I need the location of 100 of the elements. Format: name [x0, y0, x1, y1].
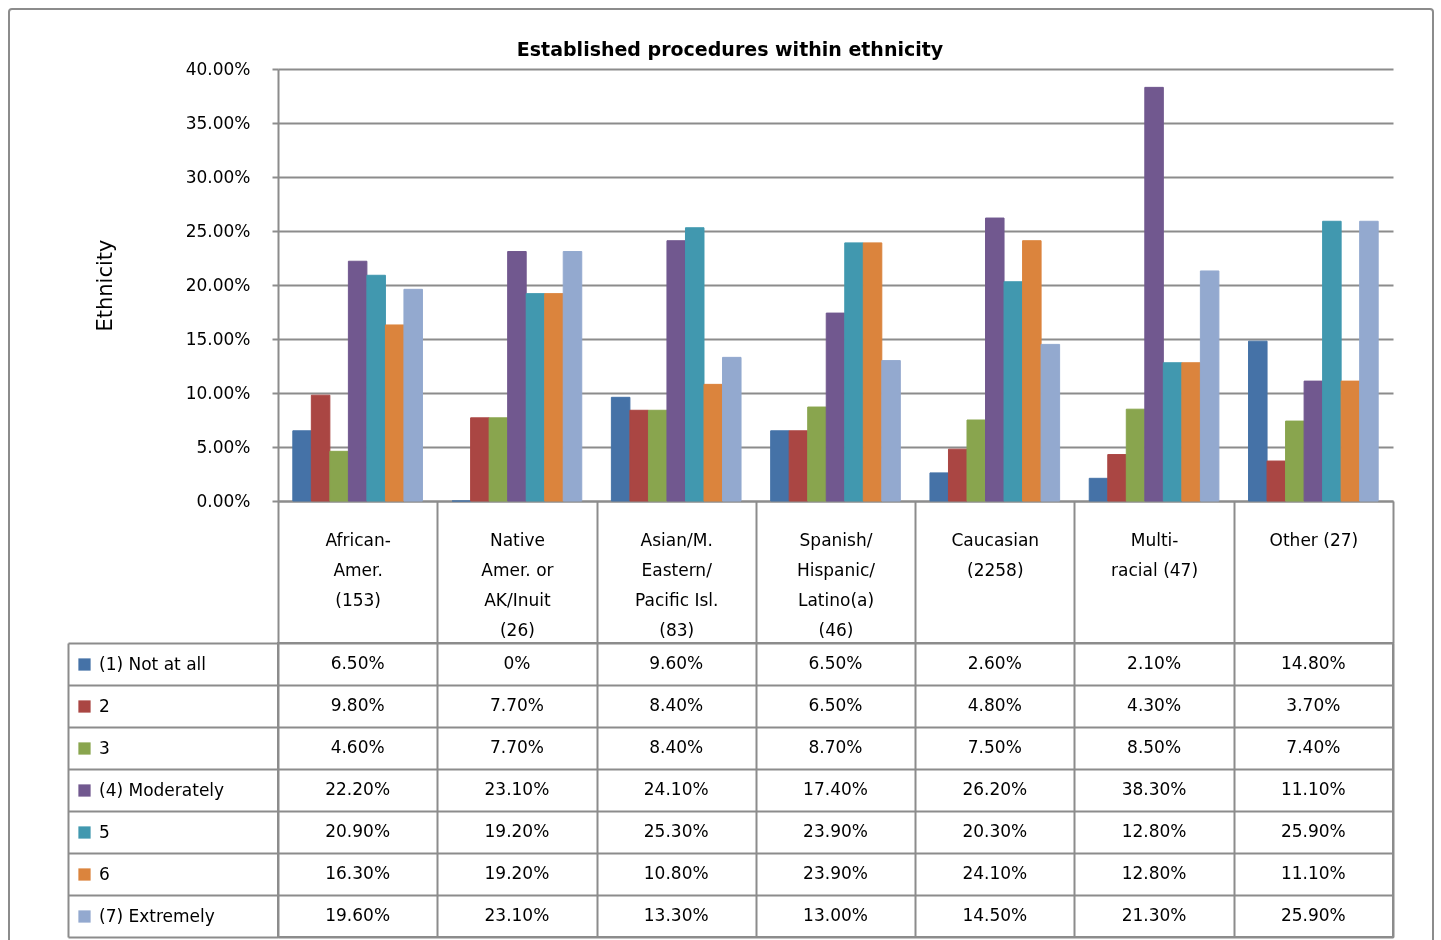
data-label: 10.80% — [643, 863, 709, 883]
data-label: 9.60% — [649, 653, 704, 673]
data-label: 20.90% — [325, 821, 391, 841]
bar — [770, 430, 790, 502]
data-label: 7.70% — [489, 695, 544, 715]
data-label: 3.70% — [1286, 695, 1341, 715]
bar — [807, 406, 827, 502]
bar — [985, 217, 1005, 502]
bar — [610, 396, 631, 502]
bar — [1003, 281, 1024, 502]
bar — [966, 419, 987, 502]
legend-label: (1) Not at all — [99, 653, 207, 674]
bar — [403, 288, 423, 502]
data-label: 24.10% — [643, 779, 709, 799]
data-label: 23.10% — [484, 905, 550, 925]
bar — [1040, 343, 1061, 502]
y-tick-label: 15.00% — [185, 328, 251, 349]
data-label: 7.70% — [489, 737, 544, 757]
data-label: 22.20% — [325, 779, 391, 799]
bar — [544, 293, 564, 502]
bar — [292, 430, 312, 502]
legend-label: 2 — [99, 695, 110, 716]
legend-label: (7) Extremely — [99, 905, 215, 926]
bar — [1181, 362, 1201, 502]
x-tick-label: Asian/M. Eastern/Pacific Isl. (83) — [635, 529, 719, 640]
data-label: 11.10% — [1280, 863, 1346, 883]
bar — [1162, 362, 1183, 502]
data-label: 4.80% — [967, 695, 1022, 715]
data-label: 25.90% — [1280, 821, 1346, 841]
data-label: 16.30% — [325, 863, 391, 883]
data-label: 8.40% — [649, 695, 704, 715]
data-label: 9.80% — [330, 695, 385, 715]
legend-label: 6 — [99, 863, 110, 884]
bar — [1107, 454, 1127, 502]
bar — [862, 242, 883, 502]
bar — [525, 293, 546, 502]
bar — [310, 394, 331, 502]
data-label: 23.90% — [803, 821, 868, 841]
bar — [488, 417, 509, 502]
data-label: 21.30% — [1121, 905, 1187, 925]
y-tick-label: 35.00% — [185, 112, 251, 133]
data-label: 6.50% — [330, 653, 385, 673]
bar — [1144, 86, 1164, 502]
data-label: 2.60% — [967, 653, 1022, 673]
data-label: 38.30% — [1121, 779, 1187, 799]
bar — [703, 383, 724, 502]
bar — [1022, 240, 1042, 502]
bar — [1248, 340, 1268, 502]
bar — [929, 472, 949, 502]
bar — [788, 430, 809, 502]
data-label: 7.50% — [967, 737, 1022, 757]
x-tick-label: Other (27) — [1269, 529, 1359, 550]
data-label: 23.90% — [803, 863, 868, 883]
y-axis-title: Ethnicity — [92, 239, 117, 332]
data-label: 19.20% — [484, 821, 550, 841]
bar — [1088, 477, 1109, 502]
data-label: 8.70% — [808, 737, 863, 757]
data-label: 8.40% — [649, 737, 704, 757]
x-tick-label: Spanish/Hispanic/Latino(a) (46) — [796, 529, 876, 640]
data-label: 13.00% — [803, 905, 868, 925]
bar — [881, 360, 901, 502]
bar — [384, 324, 405, 502]
y-tick-label: 30.00% — [185, 166, 251, 187]
bar — [647, 409, 668, 502]
data-label: 11.10% — [1280, 779, 1346, 799]
bar — [562, 251, 583, 502]
bar — [470, 417, 490, 502]
data-label: 4.30% — [1127, 695, 1182, 715]
x-tick-label: Caucasian (2258) — [951, 529, 1040, 580]
bar — [684, 227, 705, 502]
x-tick-label: Multi-racial (47) — [1111, 529, 1199, 580]
x-tick-label: African-Amer. (153) — [325, 529, 391, 610]
data-label: 20.30% — [962, 821, 1028, 841]
data-label: 8.50% — [1127, 737, 1182, 757]
data-label: 4.60% — [330, 737, 385, 757]
data-label: 24.10% — [962, 863, 1028, 883]
bar — [844, 242, 864, 502]
data-label: 14.80% — [1280, 653, 1346, 673]
bar — [366, 274, 386, 502]
bar — [1285, 420, 1305, 502]
data-label: 19.60% — [325, 905, 391, 925]
data-label: 23.10% — [484, 779, 550, 799]
data-label: 13.30% — [643, 905, 709, 925]
legend-label: (4) Moderately — [99, 779, 225, 800]
data-label: 2.10% — [1127, 653, 1182, 673]
data-label: 25.30% — [643, 821, 709, 841]
data-label: 14.50% — [962, 905, 1028, 925]
data-label: 12.80% — [1121, 863, 1187, 883]
bar — [1303, 380, 1324, 502]
bar — [947, 448, 968, 502]
bar — [1340, 380, 1361, 502]
bar — [1125, 408, 1146, 502]
bar — [825, 312, 846, 502]
y-tick-label: 25.00% — [185, 220, 251, 241]
data-label: 26.20% — [962, 779, 1028, 799]
data-label: 19.20% — [484, 863, 550, 883]
legend-label: 3 — [99, 737, 110, 758]
bar — [507, 251, 527, 502]
bar — [629, 409, 649, 502]
bar — [666, 240, 686, 502]
